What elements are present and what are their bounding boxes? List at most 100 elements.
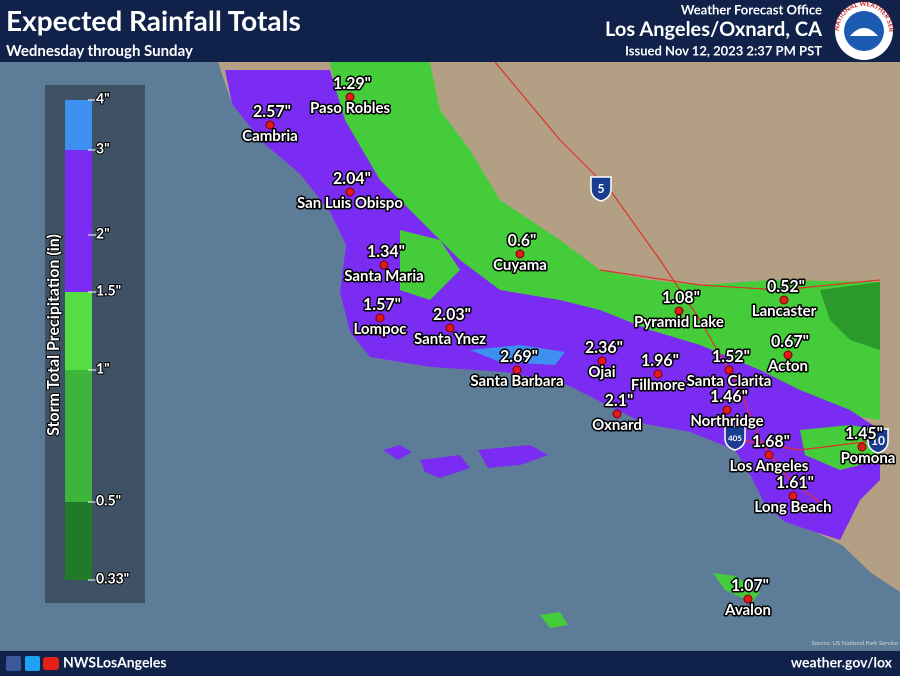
rainfall-value: 1.46" xyxy=(710,387,748,406)
rain-purple xyxy=(225,70,880,540)
station-dot xyxy=(612,409,622,419)
station-dot xyxy=(379,260,389,270)
station: 2.57" Cambria xyxy=(241,101,300,147)
station-name: Pomona xyxy=(841,449,896,467)
station-dot xyxy=(788,491,798,501)
legend-tick-label: 0.33" xyxy=(96,570,129,587)
legend-tick-label: 3" xyxy=(96,140,110,157)
legend-tick-label: 4" xyxy=(96,90,110,107)
station-name: Lompoc xyxy=(354,320,407,338)
station: 1.46" Northridge xyxy=(689,386,765,432)
legend-title: Storm Total Precipitation (in) xyxy=(44,234,63,436)
road xyxy=(599,269,881,291)
legend-panel: Storm Total Precipitation (in) xyxy=(43,85,145,603)
legend-tick-label: 1" xyxy=(96,360,110,377)
website[interactable]: weather.gov/lox xyxy=(791,654,893,671)
rainfall-value: 2.04" xyxy=(333,169,371,188)
highway-number: 10 xyxy=(871,433,885,448)
youtube-icon[interactable] xyxy=(43,657,59,670)
rain-green-inland xyxy=(400,230,460,300)
station-dot xyxy=(597,356,607,366)
station-name: Avalon xyxy=(724,601,771,619)
social-handle[interactable]: NWSLosAngeles xyxy=(63,654,167,671)
footer-bar xyxy=(0,651,900,676)
highway-shield xyxy=(590,176,612,202)
station: 2.36" Ojai xyxy=(584,337,625,383)
station: 0.6" Cuyama xyxy=(492,230,549,276)
station-name: Los Angeles xyxy=(730,457,809,475)
station: 0.67" Acton xyxy=(765,331,810,377)
rainfall-value: 1.29" xyxy=(333,74,371,93)
legend-swatch xyxy=(65,292,92,370)
station-dot xyxy=(515,249,525,259)
station-name: Ojai xyxy=(588,363,615,381)
rainfall-value: 2.57" xyxy=(253,102,291,121)
legend-swatch xyxy=(65,502,92,580)
title: Expected Rainfall Totals xyxy=(6,3,301,37)
station-dot xyxy=(783,350,793,360)
island xyxy=(540,612,568,628)
station: 2.03" Santa Ynez xyxy=(412,304,487,350)
station-name: Lancaster xyxy=(752,302,817,320)
station-dot xyxy=(743,594,753,604)
station-name: Santa Ynez xyxy=(414,330,486,348)
logo-cloud xyxy=(850,28,878,36)
station-name: Pyramid Lake xyxy=(634,313,724,331)
station: 1.07" Avalon xyxy=(723,575,773,621)
highway-shield xyxy=(867,428,889,454)
station-name: Paso Robles xyxy=(310,99,391,117)
highway-number: 5 xyxy=(598,181,605,196)
station-dot xyxy=(265,120,275,130)
station: 1.34" Santa Maria xyxy=(343,241,426,287)
legend-tick-label: 1.5" xyxy=(96,282,121,299)
rainfall-value: 2.36" xyxy=(585,338,623,357)
legend-box xyxy=(45,85,145,603)
rainfall-value: 2.69" xyxy=(500,347,538,366)
highway-shield xyxy=(724,425,746,451)
station: 1.45" Pomona xyxy=(839,423,897,469)
road xyxy=(739,439,881,451)
station-name: Northridge xyxy=(690,412,763,430)
location: Los Angeles/Oxnard, CA xyxy=(605,17,822,41)
station: 1.08" Pyramid Lake xyxy=(633,287,726,333)
station-name: Santa Barbara xyxy=(470,372,563,390)
rainfall-value: 1.96" xyxy=(641,351,679,370)
station-name: Long Beach xyxy=(754,498,831,516)
rainfall-value: 1.61" xyxy=(776,473,814,492)
station-name: Santa Clarita xyxy=(687,372,772,390)
station: 1.29" Paso Robles xyxy=(308,73,392,119)
station-name: Santa Maria xyxy=(344,267,424,285)
rainfall-value: 1.68" xyxy=(752,432,790,451)
legend-tick-label: 0.5" xyxy=(96,492,121,509)
rain-dark-green xyxy=(820,282,880,350)
station-name: Cuyama xyxy=(493,256,547,274)
rainfall-value: 1.45" xyxy=(845,424,883,443)
station-dot xyxy=(345,92,355,102)
station-dot xyxy=(779,295,789,305)
station-dot xyxy=(375,313,385,323)
legend-swatch xyxy=(65,370,92,502)
station-dot xyxy=(857,442,867,452)
station: 1.96" Fillmore xyxy=(629,350,686,396)
facebook-icon[interactable] xyxy=(6,656,21,671)
station: 1.52" Santa Clarita xyxy=(685,346,773,392)
island xyxy=(478,445,548,468)
station: 2.1" Oxnard xyxy=(591,390,644,436)
station-dot xyxy=(764,450,774,460)
island xyxy=(420,455,470,478)
rainfall-value: 0.6" xyxy=(508,231,537,250)
twitter-icon[interactable] xyxy=(25,656,40,671)
station: 2.04" San Luis Obispo xyxy=(296,168,405,214)
station: 2.69" Santa Barbara xyxy=(469,346,565,392)
rainfall-value: 1.34" xyxy=(367,242,405,261)
rainfall-value: 1.08" xyxy=(662,288,700,307)
station: 1.61" Long Beach xyxy=(753,472,833,518)
rainfall-value: 1.07" xyxy=(731,576,769,595)
subtitle: Wednesday through Sunday xyxy=(6,42,193,60)
station: 1.57" Lompoc xyxy=(352,294,408,340)
island xyxy=(383,445,412,460)
rain-blue xyxy=(470,345,565,365)
legend-swatch xyxy=(65,100,92,150)
